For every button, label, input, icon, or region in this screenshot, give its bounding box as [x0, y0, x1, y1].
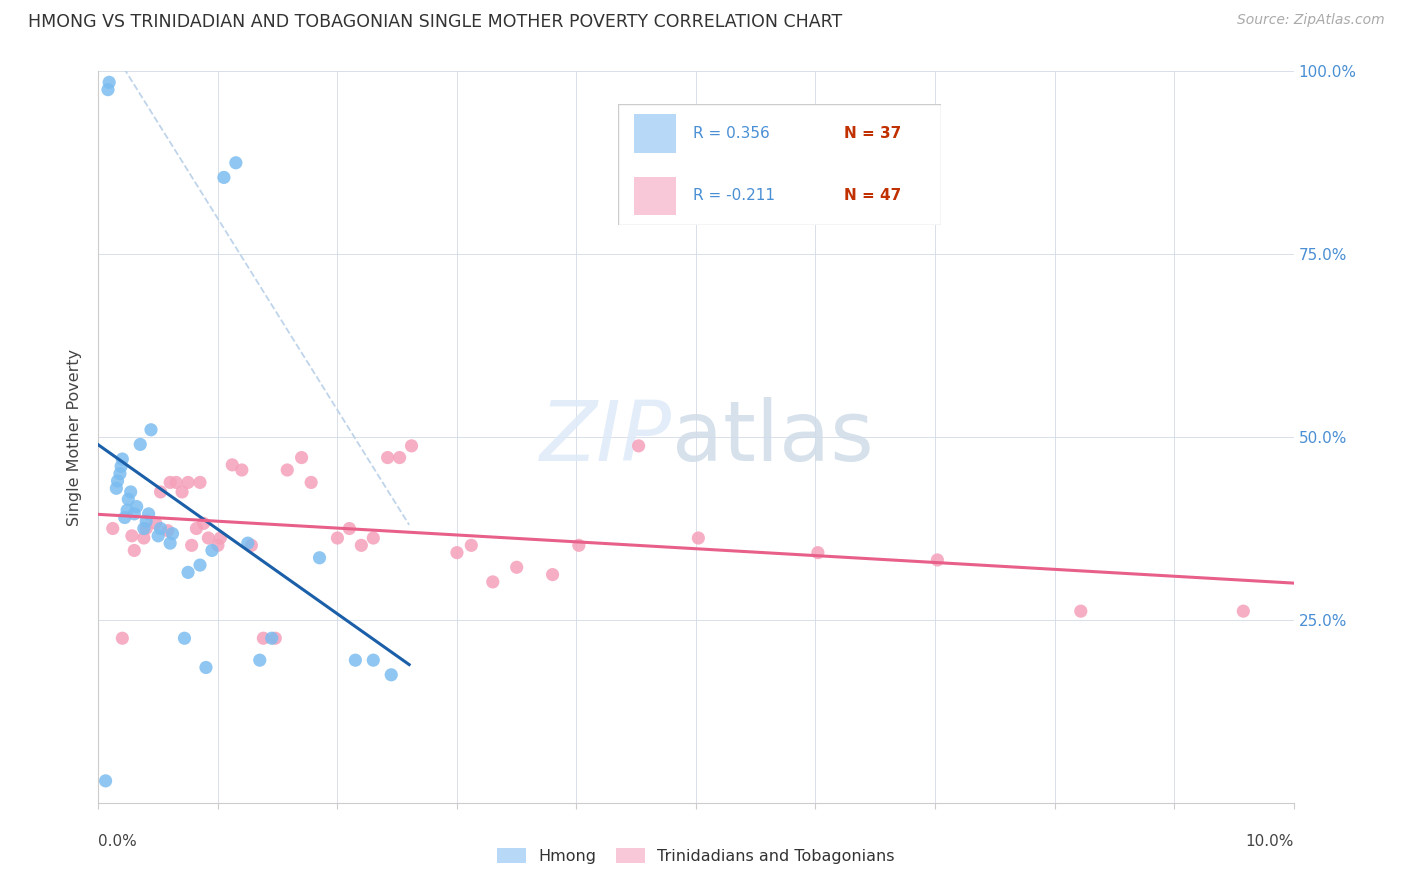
Point: [380, 667, 402, 681]
Point: [481, 574, 505, 589]
Point: [201, 543, 224, 558]
Point: [162, 526, 184, 541]
Point: [149, 485, 172, 500]
Point: [159, 475, 181, 490]
Point: [159, 536, 181, 550]
Point: [221, 458, 243, 472]
Point: [350, 538, 373, 552]
Point: [111, 452, 134, 467]
Point: [377, 450, 399, 465]
Point: [236, 536, 259, 550]
Point: [110, 459, 132, 474]
Point: [177, 566, 200, 580]
Text: atlas: atlas: [672, 397, 873, 477]
Point: [132, 531, 155, 545]
Text: HMONG VS TRINIDADIAN AND TOBAGONIAN SINGLE MOTHER POVERTY CORRELATION CHART: HMONG VS TRINIDADIAN AND TOBAGONIAN SING…: [28, 13, 842, 31]
Point: [363, 531, 385, 545]
Point: [1232, 604, 1254, 618]
Point: [339, 521, 360, 535]
Point: [541, 567, 564, 582]
Point: [291, 450, 314, 465]
Text: 0.0%: 0.0%: [98, 834, 138, 849]
Point: [195, 660, 218, 674]
Point: [124, 543, 146, 558]
Point: [105, 481, 128, 495]
Point: [1070, 604, 1092, 618]
Point: [363, 653, 385, 667]
Point: [173, 632, 195, 646]
Point: [207, 538, 229, 552]
Legend: Hmong, Trinidadians and Tobagonians: Hmong, Trinidadians and Tobagonians: [489, 839, 903, 871]
Point: [145, 516, 167, 531]
Point: [115, 503, 138, 517]
Point: [114, 510, 136, 524]
Y-axis label: Single Mother Poverty: Single Mother Poverty: [67, 349, 83, 525]
Point: [165, 475, 187, 490]
Point: [101, 521, 124, 535]
Point: [188, 475, 211, 490]
Point: [326, 531, 349, 545]
Point: [231, 463, 253, 477]
Point: [299, 475, 322, 490]
Point: [108, 467, 131, 481]
Point: [97, 83, 120, 97]
Text: 10.0%: 10.0%: [1246, 834, 1294, 849]
Point: [240, 538, 263, 552]
Text: N = 47: N = 47: [844, 188, 901, 203]
Point: [188, 558, 211, 573]
Point: [107, 474, 129, 488]
Point: [135, 521, 157, 535]
Point: [98, 75, 121, 89]
Point: [172, 485, 194, 500]
Point: [94, 773, 117, 788]
Point: [125, 500, 148, 514]
Point: [148, 529, 170, 543]
Point: [388, 450, 411, 465]
Bar: [634, 114, 676, 153]
Bar: [634, 177, 676, 215]
Point: [193, 516, 215, 531]
Point: [139, 423, 162, 437]
Point: [252, 632, 274, 646]
Point: [249, 653, 271, 667]
Text: R = -0.211: R = -0.211: [693, 188, 775, 203]
Point: [308, 550, 330, 565]
Point: [121, 529, 143, 543]
Point: [688, 531, 710, 545]
Point: [180, 538, 202, 552]
Point: [156, 524, 179, 538]
Point: [197, 531, 219, 545]
Point: [568, 538, 591, 552]
Point: [120, 485, 142, 500]
Point: [186, 521, 208, 535]
Point: [264, 632, 287, 646]
Point: [209, 531, 232, 545]
Point: [135, 514, 157, 528]
Point: [138, 507, 160, 521]
Text: N = 37: N = 37: [844, 126, 901, 141]
Point: [460, 538, 482, 552]
Point: [401, 439, 423, 453]
Point: [927, 553, 949, 567]
Point: [129, 437, 152, 451]
Point: [124, 507, 146, 521]
Point: [344, 653, 367, 667]
Text: R = 0.356: R = 0.356: [693, 126, 769, 141]
Point: [276, 463, 298, 477]
Point: [627, 439, 650, 453]
Point: [149, 521, 172, 535]
Point: [132, 521, 155, 535]
Point: [117, 492, 139, 507]
Text: Source: ZipAtlas.com: Source: ZipAtlas.com: [1237, 13, 1385, 28]
Point: [506, 560, 529, 574]
Point: [212, 170, 235, 185]
Point: [446, 546, 468, 560]
Point: [177, 475, 200, 490]
Point: [807, 546, 830, 560]
Point: [225, 155, 247, 169]
Text: ZIP: ZIP: [540, 397, 672, 477]
Point: [260, 632, 283, 646]
Point: [111, 632, 134, 646]
